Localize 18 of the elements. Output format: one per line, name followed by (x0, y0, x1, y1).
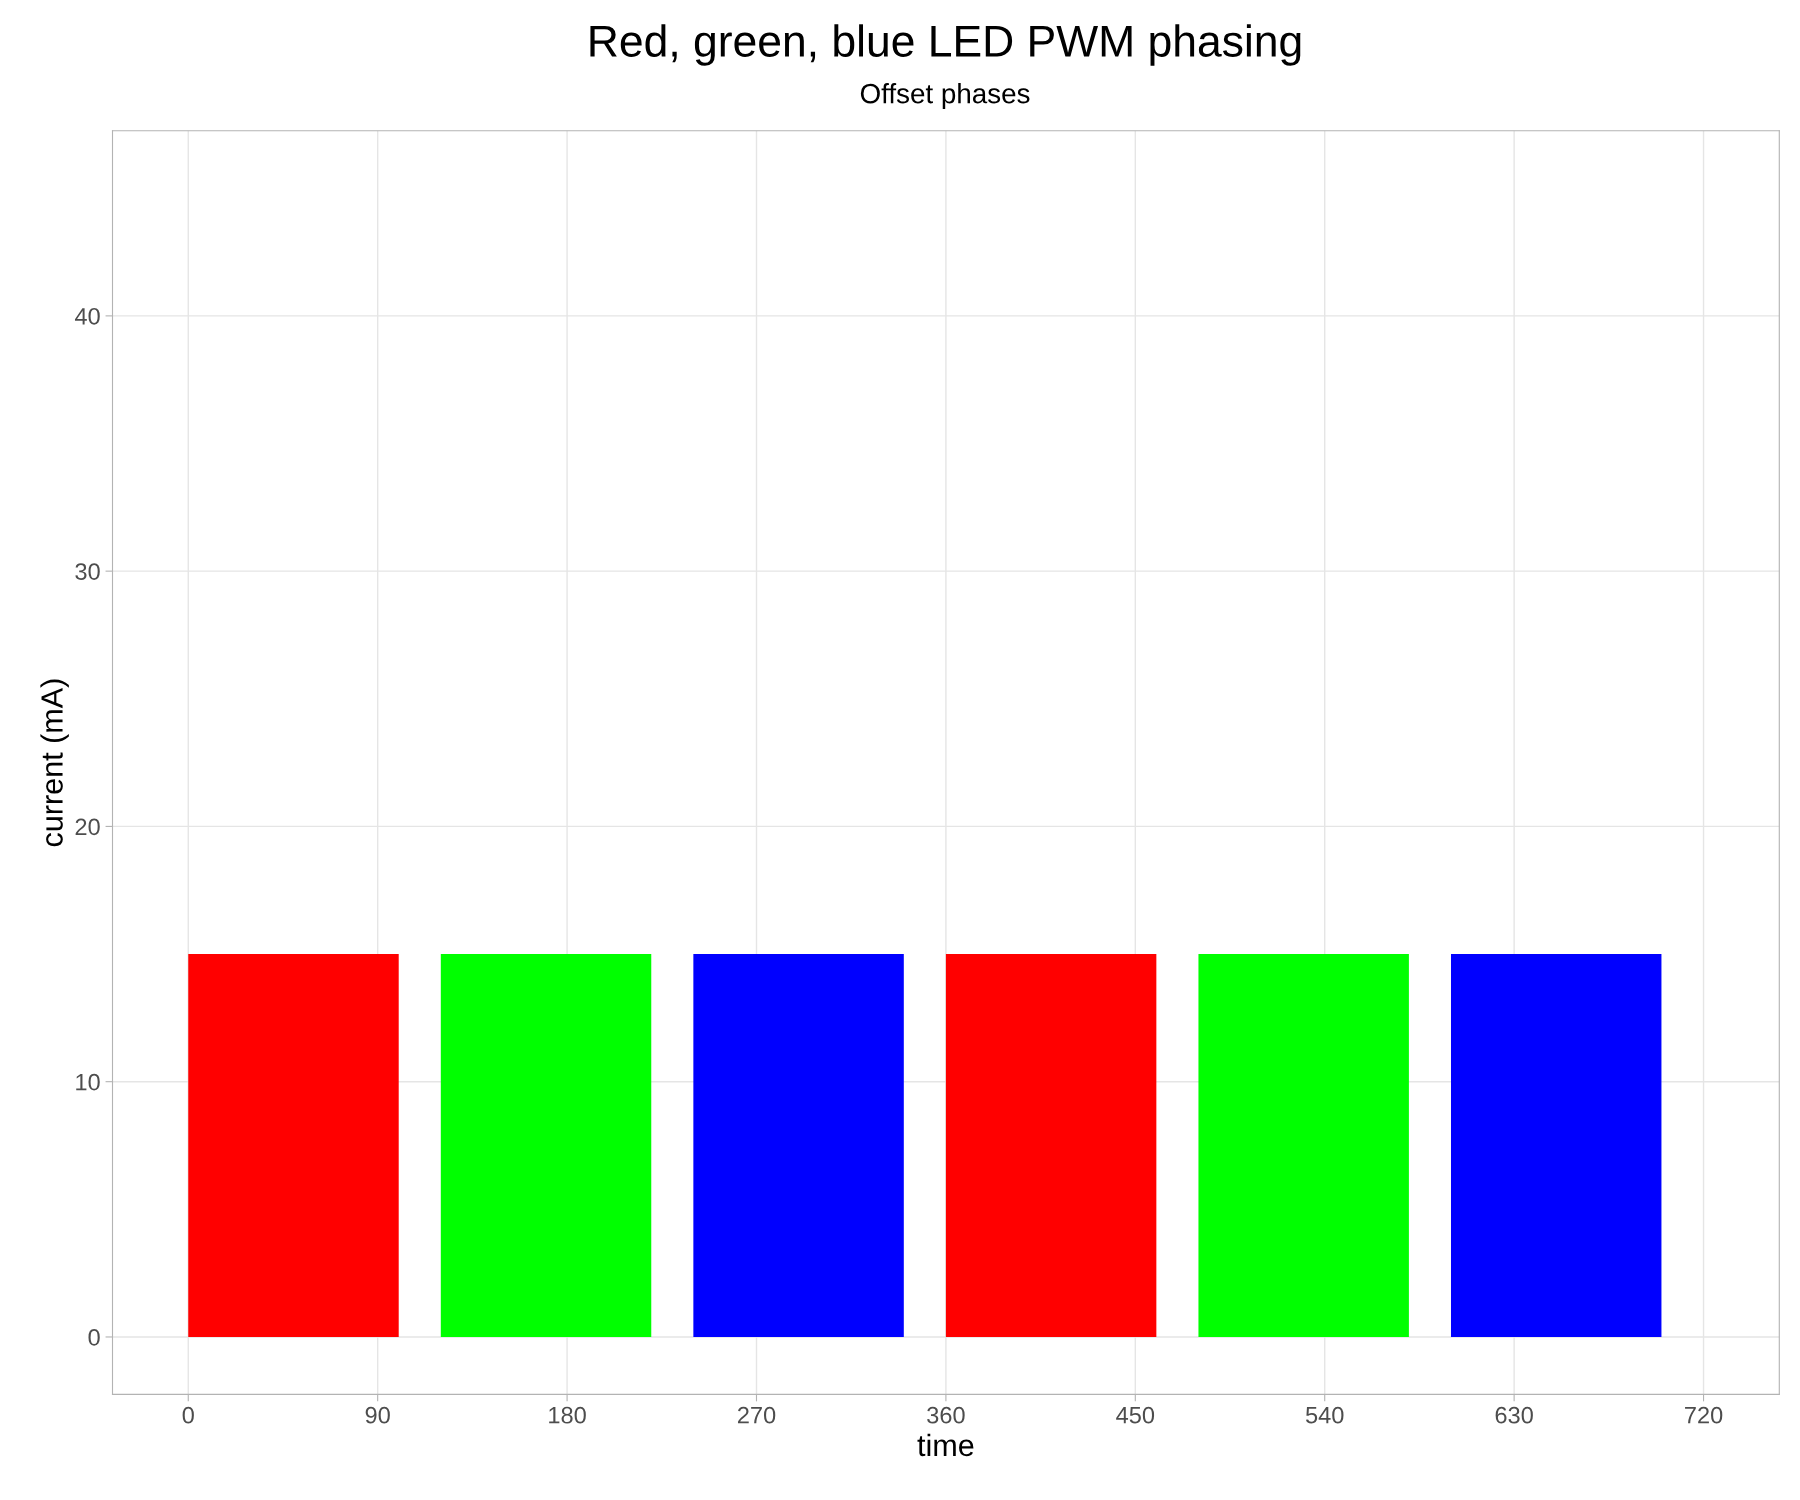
y-tick-label: 40 (74, 307, 100, 325)
y-tick-label: 30 (75, 563, 100, 580)
chart-title: Red, green, blue LED PWM phasing (590, 24, 1301, 66)
x-tick-label: 270 (737, 1406, 776, 1424)
y-tick-label: 0 (88, 1329, 100, 1346)
chart-subtitle: Offset phases (860, 83, 1030, 109)
x-tick-label: 720 (1685, 1406, 1723, 1424)
x-tick-label: 360 (927, 1406, 965, 1424)
x-axis-title: time (917, 1433, 974, 1457)
y-axis-title: current (mA) (40, 679, 69, 847)
x-tick-label: 180 (549, 1406, 586, 1424)
y-tick-label: 20 (75, 818, 100, 836)
y-tick-label: 10 (76, 1073, 100, 1091)
x-tick-label: 450 (1116, 1406, 1155, 1424)
x-tick-label: 0 (182, 1406, 194, 1424)
x-tick-label: 540 (1305, 1406, 1344, 1424)
x-tick-label: 630 (1495, 1406, 1533, 1424)
x-tick-label: 90 (365, 1406, 390, 1424)
